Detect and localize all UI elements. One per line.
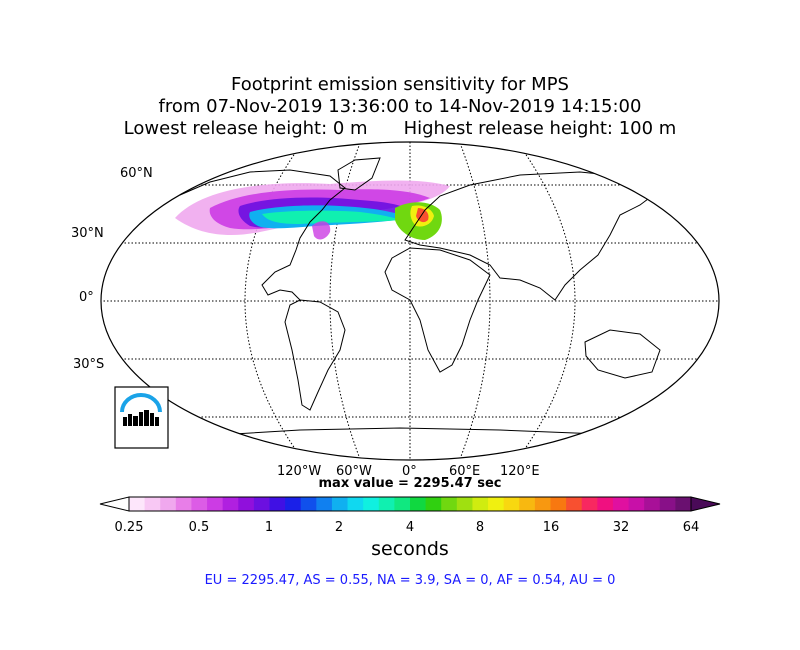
region-summary: EU = 2295.47, AS = 0.55, NA = 3.9, SA = … [204, 573, 616, 588]
colorbar-over-triangle [690, 496, 721, 512]
colorbar-segment [285, 497, 302, 511]
lon-label-120e: 120°E [500, 464, 540, 479]
colorbar-segment [644, 497, 661, 511]
colorbar-segment [222, 497, 239, 511]
colorbar-segment [519, 497, 536, 511]
colorbar-segment [378, 497, 395, 511]
colorbar-label: seconds [371, 538, 449, 560]
colorbar-tick-label: 1 [264, 520, 274, 535]
lon-label-0: 0° [402, 464, 417, 479]
colorbar-segment [566, 497, 583, 511]
lat-label-30s: 30°S [73, 357, 105, 372]
colorbar-segment [316, 497, 333, 511]
colorbar-tick-label: 4 [405, 520, 415, 535]
colorbar-segment [628, 497, 645, 511]
colorbar-segment [253, 497, 271, 511]
colorbar-segment [488, 497, 505, 511]
colorbar-segment [456, 497, 474, 511]
colorbar-segment [191, 497, 208, 511]
colorbar [99, 496, 721, 512]
colorbar-segment [410, 497, 427, 511]
colorbar-tick-label: 0.5 [188, 520, 210, 535]
colorbar-segment [597, 497, 614, 511]
plot-title-line-1: Footprint emission sensitivity for MPS [231, 74, 569, 95]
colorbar-under-triangle [99, 496, 130, 512]
colorbar-segment [129, 497, 146, 511]
colorbar-segment [238, 497, 255, 511]
max-value-label: max value = 2295.47 sec [318, 476, 502, 491]
colorbar-segment [144, 497, 161, 511]
lat-label-0: 0° [79, 290, 94, 305]
colorbar-frame [128, 496, 692, 512]
colorbar-segment [347, 497, 364, 511]
colorbar-segment [581, 497, 598, 511]
plot-title-line-3: Lowest release height: 0 m Highest releas… [0, 119, 800, 139]
colorbar-tick-label: 2 [334, 520, 344, 535]
colorbar-segment [675, 497, 692, 511]
colorbar-tick-label: 32 [612, 520, 630, 535]
colorbar-tick-label: 0.25 [114, 520, 144, 535]
lowest-release-height: Lowest release height: 0 m [123, 118, 368, 139]
colorbar-segment [269, 497, 286, 511]
lat-label-30n: 30°N [71, 226, 104, 241]
colorbar-segment [160, 497, 177, 511]
colorbar-segment [534, 497, 552, 511]
colorbar-segment [550, 497, 567, 511]
lon-label-60w: 60°W [336, 464, 372, 479]
colorbar-segment [472, 497, 489, 511]
lon-label-120w: 120°W [277, 464, 322, 479]
colorbar-segment [425, 497, 442, 511]
colorbar-segment [300, 497, 317, 511]
colorbar-segment [363, 497, 380, 511]
map-area [101, 142, 719, 460]
colorbar-tick-label: 8 [475, 520, 485, 535]
nilu-logo [114, 386, 169, 449]
colorbar-tick-label: 64 [682, 520, 700, 535]
colorbar-segment [441, 497, 458, 511]
map-outline [100, 141, 720, 461]
colorbar-segment [331, 497, 349, 511]
highest-release-height: Highest release height: 100 m [403, 118, 677, 139]
colorbar-segment [394, 497, 411, 511]
colorbar-segment [612, 497, 630, 511]
colorbar-segment [207, 497, 224, 511]
colorbar-tick-label: 16 [542, 520, 560, 535]
lat-label-60n: 60°N [120, 166, 153, 181]
colorbar-segment [503, 497, 520, 511]
lon-label-60e: 60°E [449, 464, 481, 479]
colorbar-segment [175, 497, 193, 511]
plot-title-line-2: from 07-Nov-2019 13:36:00 to 14-Nov-2019… [158, 96, 642, 117]
colorbar-segment [659, 497, 676, 511]
